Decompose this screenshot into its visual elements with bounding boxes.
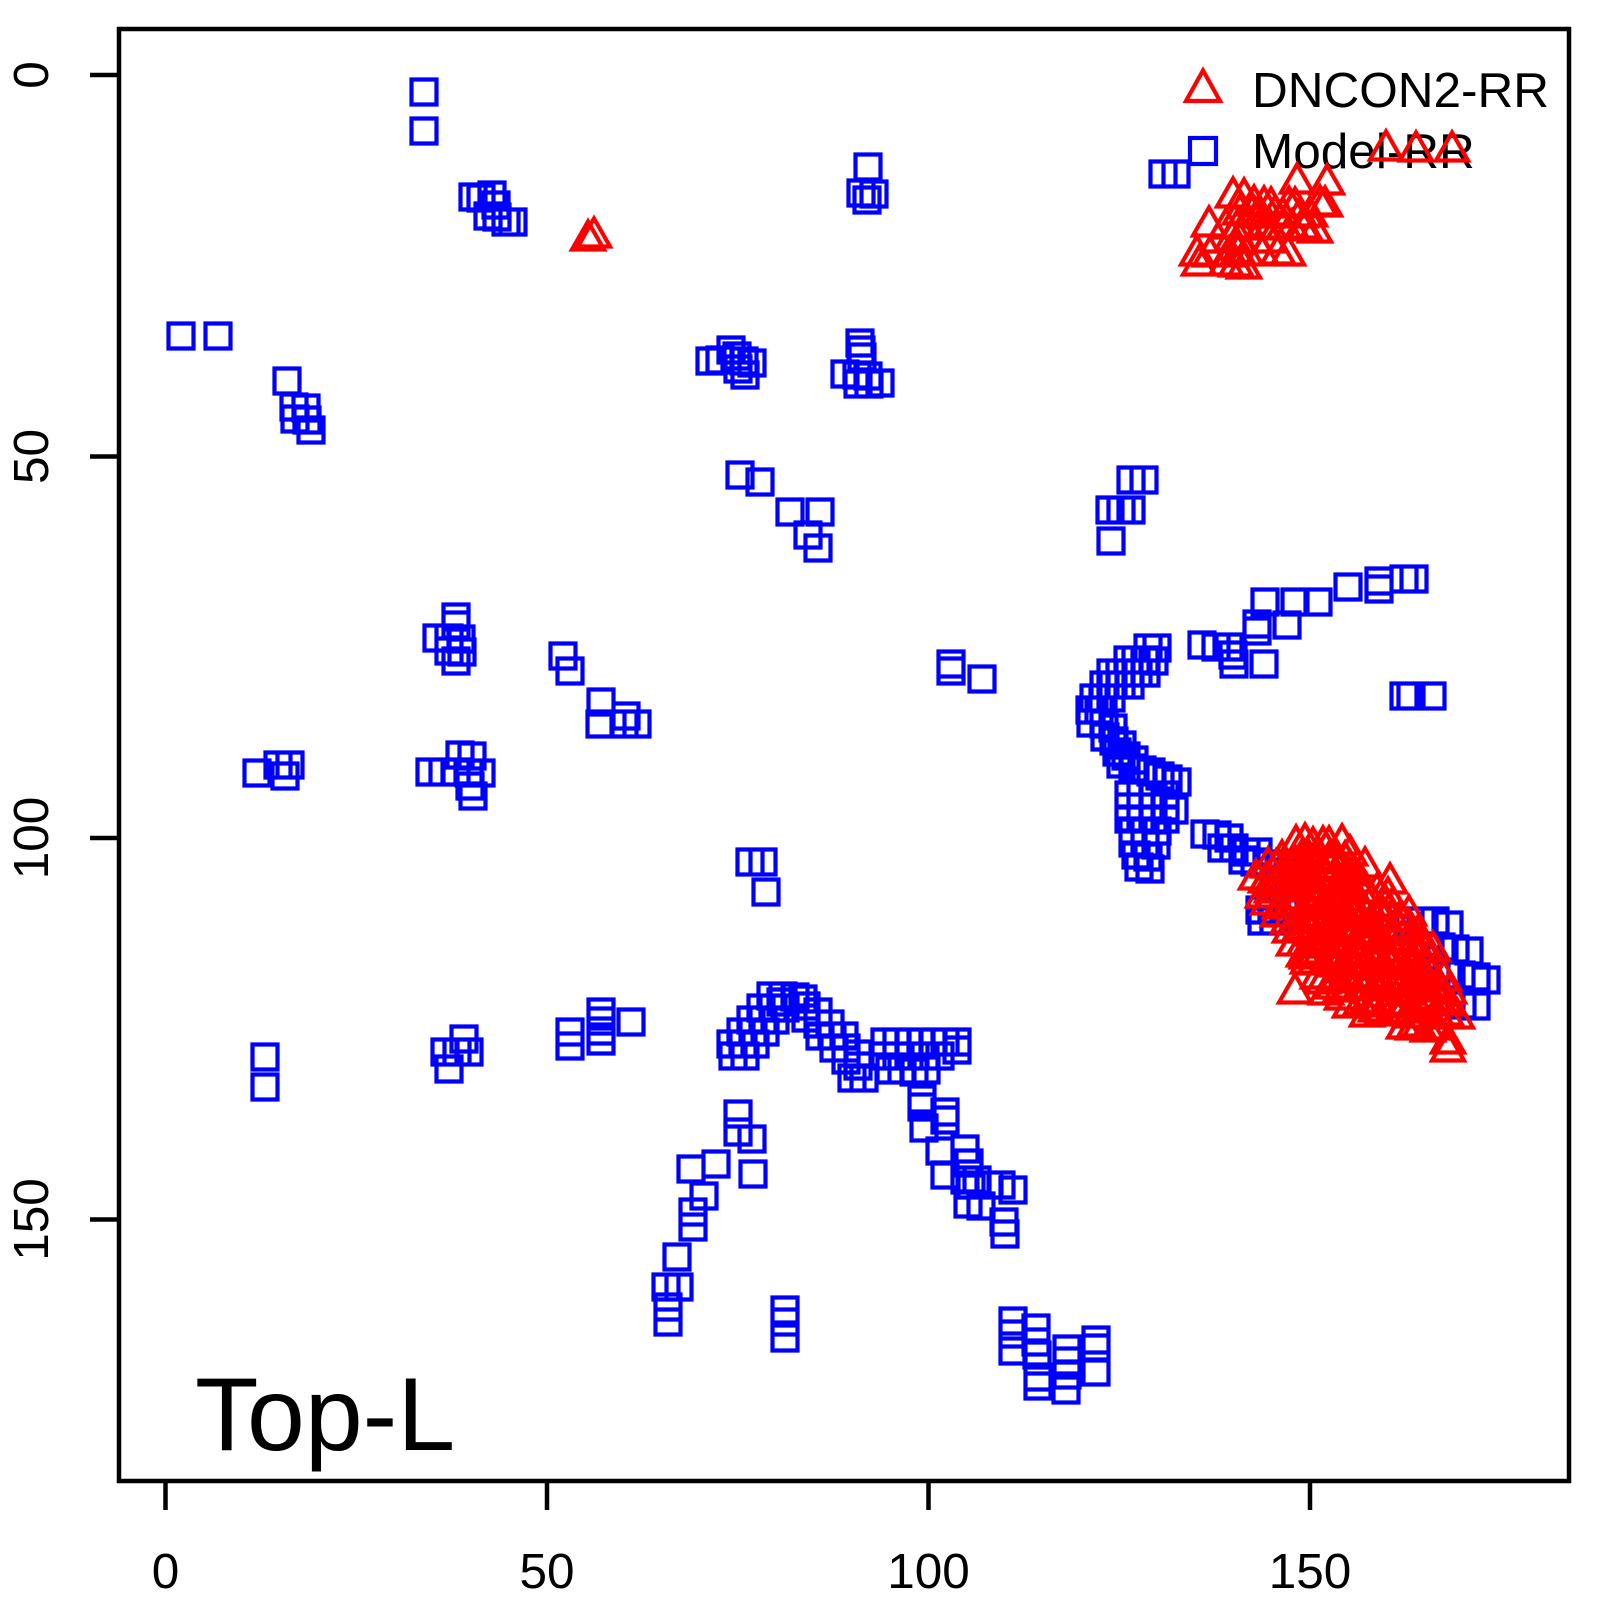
svg-text:100: 100 xyxy=(887,1544,970,1599)
svg-text:Model-RR: Model-RR xyxy=(1252,124,1475,179)
svg-text:150: 150 xyxy=(1269,1544,1352,1599)
svg-text:50: 50 xyxy=(4,429,59,484)
svg-text:0: 0 xyxy=(152,1544,180,1599)
svg-text:100: 100 xyxy=(4,797,59,880)
svg-text:0: 0 xyxy=(4,61,59,89)
svg-text:Top-L: Top-L xyxy=(195,1357,455,1473)
svg-text:150: 150 xyxy=(4,1178,59,1261)
svg-text:50: 50 xyxy=(519,1544,574,1599)
svg-text:DNCON2-RR: DNCON2-RR xyxy=(1252,63,1549,118)
